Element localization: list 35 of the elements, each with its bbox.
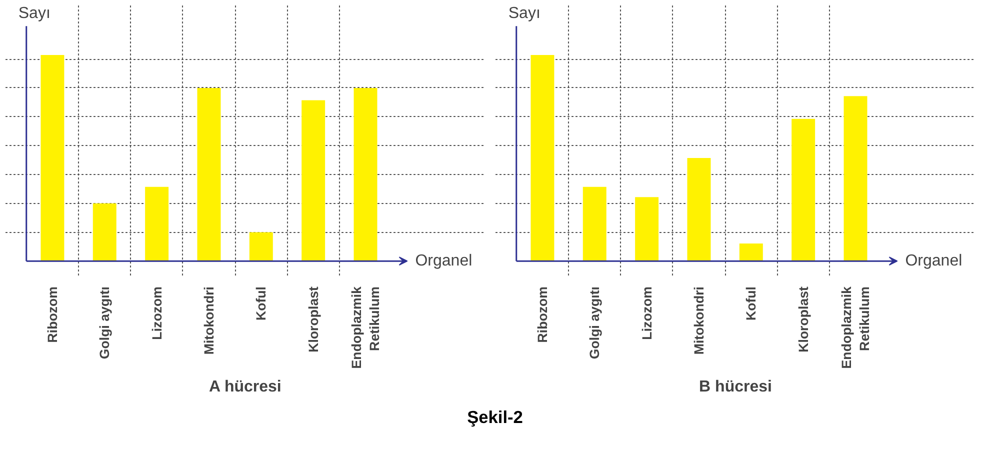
bar: [844, 96, 868, 262]
bar: [92, 203, 116, 262]
y-axis-title: Sayı: [508, 5, 540, 22]
x-tick-label: Koful: [744, 286, 759, 321]
bar: [249, 232, 273, 262]
text: A hücresi: [209, 378, 282, 396]
bar: [145, 186, 169, 262]
x-tick-label: Ribozom: [534, 286, 550, 343]
bar: [635, 197, 659, 262]
text: B hücresi: [699, 378, 772, 396]
text: Şekil-2: [467, 406, 523, 429]
bar: [687, 158, 711, 262]
x-axis-title: Organel: [415, 252, 472, 270]
bar: [354, 88, 378, 262]
x-tick-label: Golgi aygıtı: [97, 286, 112, 360]
bar: [302, 100, 326, 262]
bar: [530, 54, 554, 262]
x-tick-label: Kloroplast: [306, 286, 321, 352]
x-tick-label: Mitokondri: [201, 286, 216, 355]
bar: [792, 118, 816, 262]
x-tick-label: Golgi aygıtı: [587, 286, 602, 360]
x-tick-label: Endoplazmik Retikulum: [349, 286, 382, 369]
bar: [197, 88, 221, 262]
y-axis-title: Sayı: [18, 5, 50, 22]
bar: [582, 186, 606, 262]
x-tick-label: Endoplazmik Retikulum: [839, 286, 872, 369]
x-tick-label: Mitokondri: [691, 286, 706, 355]
x-tick-label: Lizozom: [639, 286, 654, 340]
x-axis-title: Organel: [905, 252, 962, 270]
bar: [739, 244, 763, 262]
bar: [40, 54, 64, 262]
x-tick-label: Lizozom: [149, 286, 164, 340]
x-tick-label: Kloroplast: [796, 286, 811, 352]
x-tick-label: Koful: [254, 286, 269, 321]
x-tick-label: Ribozom: [44, 286, 60, 343]
